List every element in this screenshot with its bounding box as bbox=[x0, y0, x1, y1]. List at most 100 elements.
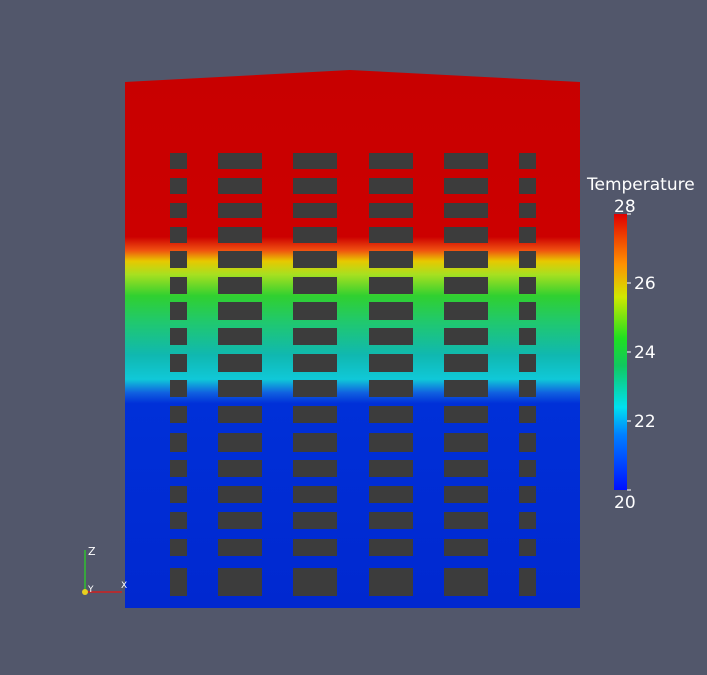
obstacle bbox=[218, 406, 262, 423]
colorbar-ticks: 28 26 24 22 20 bbox=[614, 197, 656, 513]
obstacle bbox=[444, 539, 488, 556]
obstacle bbox=[444, 406, 488, 423]
obstacle bbox=[293, 354, 337, 372]
obstacle bbox=[519, 512, 536, 529]
axes-triad: Z Y X bbox=[82, 545, 127, 595]
obstacle bbox=[170, 153, 187, 169]
obstacle bbox=[170, 512, 187, 529]
obstacle bbox=[444, 433, 488, 452]
obstacle bbox=[293, 486, 337, 503]
obstacle bbox=[369, 460, 413, 477]
obstacle bbox=[369, 203, 413, 218]
obstacle bbox=[444, 328, 488, 345]
obstacle bbox=[218, 178, 262, 194]
obstacle bbox=[218, 568, 262, 596]
obstacle bbox=[218, 460, 262, 477]
obstacle bbox=[170, 460, 187, 477]
obstacle bbox=[519, 277, 536, 294]
obstacle bbox=[369, 568, 413, 596]
obstacle bbox=[170, 486, 187, 503]
obstacle bbox=[293, 539, 337, 556]
obstacle bbox=[218, 433, 262, 452]
obstacle bbox=[170, 406, 187, 423]
obstacle bbox=[170, 178, 187, 194]
obstacle bbox=[293, 433, 337, 452]
obstacle bbox=[218, 354, 262, 372]
obstacle bbox=[293, 302, 337, 320]
obstacle bbox=[519, 568, 536, 596]
obstacle bbox=[444, 227, 488, 243]
obstacle bbox=[519, 406, 536, 423]
obstacle bbox=[369, 486, 413, 503]
obstacle bbox=[369, 277, 413, 294]
obstacle bbox=[519, 486, 536, 503]
temperature-field bbox=[125, 70, 580, 608]
obstacle bbox=[293, 328, 337, 345]
obstacle bbox=[170, 227, 187, 243]
colorbar-tick-label: 24 bbox=[634, 343, 656, 363]
obstacle bbox=[218, 227, 262, 243]
obstacle bbox=[519, 328, 536, 345]
obstacle bbox=[369, 380, 413, 397]
obstacle bbox=[369, 539, 413, 556]
obstacle bbox=[519, 227, 536, 243]
obstacle bbox=[369, 354, 413, 372]
obstacle bbox=[444, 460, 488, 477]
obstacle bbox=[369, 328, 413, 345]
obstacle bbox=[170, 380, 187, 397]
obstacle bbox=[218, 328, 262, 345]
obstacle bbox=[218, 302, 262, 320]
obstacle bbox=[170, 251, 187, 268]
x-label: X bbox=[121, 581, 127, 591]
obstacle bbox=[519, 178, 536, 194]
obstacle bbox=[444, 203, 488, 218]
obstacle bbox=[293, 512, 337, 529]
obstacle bbox=[369, 251, 413, 268]
obstacle bbox=[369, 406, 413, 423]
obstacle bbox=[519, 302, 536, 320]
obstacle bbox=[293, 380, 337, 397]
obstacle bbox=[218, 203, 262, 218]
obstacle bbox=[444, 178, 488, 194]
colorbar-tick-label: 26 bbox=[634, 274, 656, 294]
obstacle bbox=[170, 539, 187, 556]
colorbar-tick-label: 28 bbox=[614, 197, 636, 217]
obstacle bbox=[293, 227, 337, 243]
obstacle bbox=[218, 539, 262, 556]
colorbar-tick-label: 20 bbox=[614, 493, 636, 513]
obstacle bbox=[519, 251, 536, 268]
colorbar bbox=[614, 214, 627, 490]
obstacle bbox=[218, 512, 262, 529]
obstacle bbox=[293, 153, 337, 169]
obstacle bbox=[293, 460, 337, 477]
obstacle bbox=[369, 178, 413, 194]
obstacle bbox=[369, 227, 413, 243]
obstacle bbox=[170, 302, 187, 320]
obstacle bbox=[519, 354, 536, 372]
obstacle bbox=[444, 277, 488, 294]
obstacle bbox=[519, 203, 536, 218]
obstacles bbox=[170, 153, 536, 596]
obstacle bbox=[444, 486, 488, 503]
obstacle bbox=[170, 277, 187, 294]
obstacle bbox=[519, 433, 536, 452]
obstacle bbox=[170, 203, 187, 218]
obstacle bbox=[218, 153, 262, 169]
obstacle bbox=[519, 380, 536, 397]
obstacle bbox=[444, 302, 488, 320]
obstacle bbox=[369, 512, 413, 529]
obstacle bbox=[293, 203, 337, 218]
z-label: Z bbox=[88, 545, 96, 558]
obstacle bbox=[519, 460, 536, 477]
obstacle bbox=[218, 251, 262, 268]
obstacle bbox=[170, 354, 187, 372]
obstacle bbox=[218, 486, 262, 503]
obstacle bbox=[369, 153, 413, 169]
obstacle bbox=[293, 406, 337, 423]
origin bbox=[82, 589, 88, 595]
obstacle bbox=[369, 433, 413, 452]
obstacle bbox=[519, 539, 536, 556]
obstacle bbox=[170, 568, 187, 596]
obstacle bbox=[170, 328, 187, 345]
